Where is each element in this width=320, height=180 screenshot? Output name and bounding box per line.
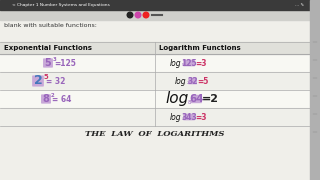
Text: 8: 8 — [188, 100, 191, 105]
Text: =3: =3 — [195, 58, 207, 68]
Text: 343: 343 — [181, 112, 197, 122]
Circle shape — [135, 12, 141, 18]
Text: 3: 3 — [52, 57, 56, 62]
FancyBboxPatch shape — [191, 95, 202, 103]
Bar — [0, 10, 310, 20]
Text: Exponential Functions: Exponential Functions — [4, 45, 92, 51]
Text: THE  LAW  OF  LOGARITHMS: THE LAW OF LOGARITHMS — [85, 130, 225, 138]
FancyBboxPatch shape — [183, 60, 195, 66]
Bar — [0, 90, 310, 108]
Text: 2: 2 — [34, 75, 42, 87]
Text: 64: 64 — [189, 94, 204, 104]
Text: 2: 2 — [186, 81, 189, 85]
Bar — [0, 54, 310, 72]
Text: blank with suitable functions:: blank with suitable functions: — [4, 23, 97, 28]
Bar — [0, 42, 155, 54]
Text: 8: 8 — [43, 94, 49, 104]
Text: 32: 32 — [188, 76, 198, 86]
Text: 5: 5 — [181, 63, 184, 67]
Text: Logarithm Functions: Logarithm Functions — [159, 45, 241, 51]
Text: log: log — [170, 58, 182, 68]
FancyBboxPatch shape — [43, 58, 53, 68]
Text: log: log — [175, 76, 187, 86]
Circle shape — [127, 12, 133, 18]
Text: ... ✎: ... ✎ — [295, 3, 304, 7]
FancyBboxPatch shape — [32, 75, 44, 87]
Bar — [0, 72, 310, 90]
Text: =125: =125 — [54, 58, 76, 68]
Text: =3: =3 — [195, 112, 207, 122]
Text: 5: 5 — [44, 58, 52, 68]
Bar — [310, 0, 320, 180]
FancyBboxPatch shape — [188, 78, 197, 84]
Text: 2: 2 — [50, 93, 54, 98]
FancyBboxPatch shape — [41, 94, 51, 104]
FancyBboxPatch shape — [183, 114, 195, 120]
Text: = 32: = 32 — [46, 76, 65, 86]
Text: < Chapter 1 Number Systems and Equations: < Chapter 1 Number Systems and Equations — [12, 3, 110, 7]
Bar — [0, 108, 310, 126]
Bar — [155, 42, 310, 54]
Text: = 64: = 64 — [52, 94, 71, 103]
Bar — [0, 0, 310, 10]
Text: log: log — [165, 91, 188, 107]
Text: =5: =5 — [197, 76, 209, 86]
Circle shape — [143, 12, 149, 18]
Text: 125: 125 — [181, 58, 197, 68]
Text: =2: =2 — [202, 94, 219, 104]
Text: 5: 5 — [43, 74, 48, 80]
Text: log: log — [170, 112, 182, 122]
Text: 7: 7 — [181, 117, 184, 121]
